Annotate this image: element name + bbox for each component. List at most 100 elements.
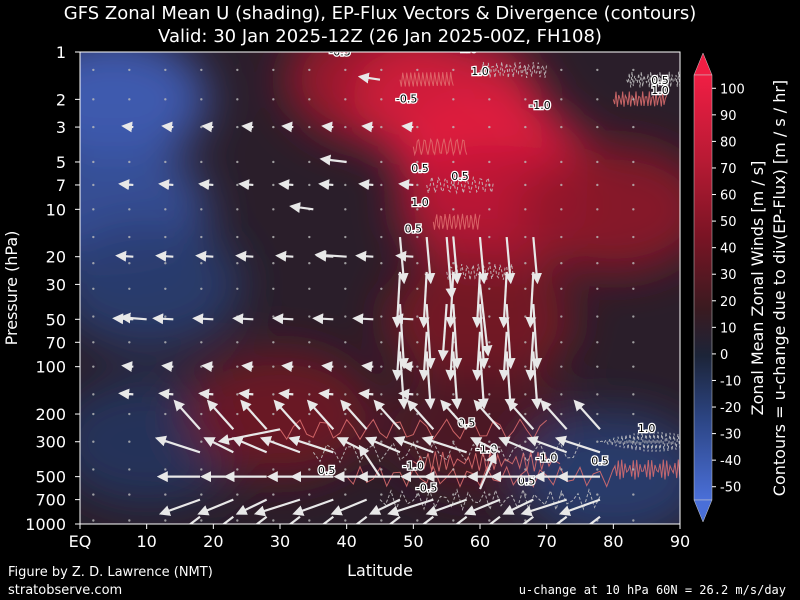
ep-flux-arrow (398, 179, 414, 191)
vector-dot (524, 493, 527, 496)
colorbar-tick-label: -30 (720, 428, 741, 443)
y-tick-label: 2 (56, 90, 66, 109)
vector-dot (416, 287, 419, 291)
vector-dot (344, 125, 347, 129)
ep-flux-arrow (504, 351, 516, 410)
vector-dot (452, 440, 455, 443)
vector-dot (380, 98, 383, 101)
x-tick-label: 60 (470, 532, 490, 551)
vector-dot (236, 262, 239, 265)
vector-dot (452, 468, 455, 471)
vector-dot (488, 519, 491, 522)
vector-dot (344, 493, 347, 496)
ep-flux-arrow (197, 498, 234, 516)
contour-line (432, 213, 481, 231)
vector-dot (488, 68, 491, 72)
ep-flux-arrow (235, 250, 254, 262)
vector-dot (236, 341, 239, 344)
vector-dot (524, 262, 527, 265)
wind-blob (518, 144, 680, 275)
vector-dot (416, 365, 419, 368)
vector-dot (272, 412, 275, 416)
vector-dot (560, 98, 563, 101)
vector-dot (128, 519, 131, 522)
vector-dot (488, 125, 491, 129)
ep-flux-arrow (401, 121, 414, 133)
ep-flux-arrow (521, 515, 534, 524)
vector-dot (524, 125, 527, 129)
vector-dot (344, 393, 347, 396)
vector-dot (380, 262, 383, 265)
vector-dot (380, 341, 383, 344)
ep-flux-arrow (321, 361, 334, 373)
vector-dot (308, 98, 311, 101)
contour-value-label: 0.5 (591, 455, 609, 468)
vector-dot (632, 519, 635, 522)
ep-flux-arrow (198, 388, 214, 400)
vector-dot (308, 315, 311, 318)
ep-flux-arrow (388, 515, 401, 524)
vector-dot (236, 365, 239, 368)
vector-dot (164, 68, 167, 72)
vector-dot (308, 287, 311, 291)
vector-dot (128, 341, 131, 344)
vector-dot (92, 160, 95, 164)
vector-dot (452, 393, 455, 396)
vector-dot (308, 440, 311, 443)
vector-dot (200, 365, 203, 368)
ep-flux-arrow (206, 399, 235, 431)
vector-dot (560, 183, 563, 187)
ep-flux-arrow (158, 388, 174, 400)
vector-dot (632, 341, 635, 344)
vector-dot (380, 412, 383, 416)
wind-blob (80, 52, 209, 165)
ep-flux-arrow (498, 271, 510, 329)
ep-flux-arrow (358, 179, 374, 191)
colorbar-tick-label: 100 (720, 82, 745, 97)
vector-dot (524, 365, 527, 368)
colorbar-tick-label: -10 (720, 374, 741, 389)
vector-dot (308, 412, 311, 416)
colorbar-tick-label: 60 (720, 189, 737, 204)
vector-dot (128, 412, 131, 416)
ep-flux-arrow (318, 179, 334, 191)
ep-flux-arrow (361, 121, 374, 133)
ep-flux-arrow (397, 303, 409, 370)
divergence-contours: -0.5-0.51.0-1.0-1.00.51.00.50.51.00.50.5… (279, 52, 680, 512)
y-tick-label: 500 (35, 468, 66, 487)
vector-dot (164, 341, 167, 344)
vector-dot (488, 493, 491, 496)
vector-dot (92, 393, 95, 396)
vector-dot (560, 315, 563, 318)
ep-flux-arrow (393, 436, 434, 454)
vector-dot (488, 341, 491, 344)
vector-dot (344, 98, 347, 101)
vector-dot (164, 287, 167, 291)
vector-dot (92, 287, 95, 291)
contour-line (626, 71, 680, 88)
vector-dot (200, 493, 203, 496)
ep-flux-arrow (118, 179, 134, 191)
vector-dot (164, 160, 167, 164)
vector-dot (488, 315, 491, 318)
vector-dot (524, 68, 527, 72)
vector-dot (200, 160, 203, 164)
vector-dot (560, 341, 563, 344)
contour-value-label: 1.0 (651, 84, 669, 97)
vector-dot (308, 160, 311, 164)
u-change-stat: u-change at 10 hPa 60N = 26.2 m/s/day (519, 583, 786, 597)
x-tick-label: 70 (536, 532, 556, 551)
colorbar-tick-label: 0 (720, 348, 728, 363)
ep-flux-arrow (281, 121, 294, 133)
vector-dot (488, 365, 491, 368)
vector-dot (632, 208, 635, 211)
vector-dot (200, 519, 203, 522)
vector-dot (596, 183, 599, 187)
ep-flux-arrow (478, 284, 493, 357)
vector-dot (632, 412, 635, 416)
vector-dot (164, 98, 167, 101)
ep-flux-arrow (364, 436, 401, 454)
vector-dot (452, 519, 455, 522)
